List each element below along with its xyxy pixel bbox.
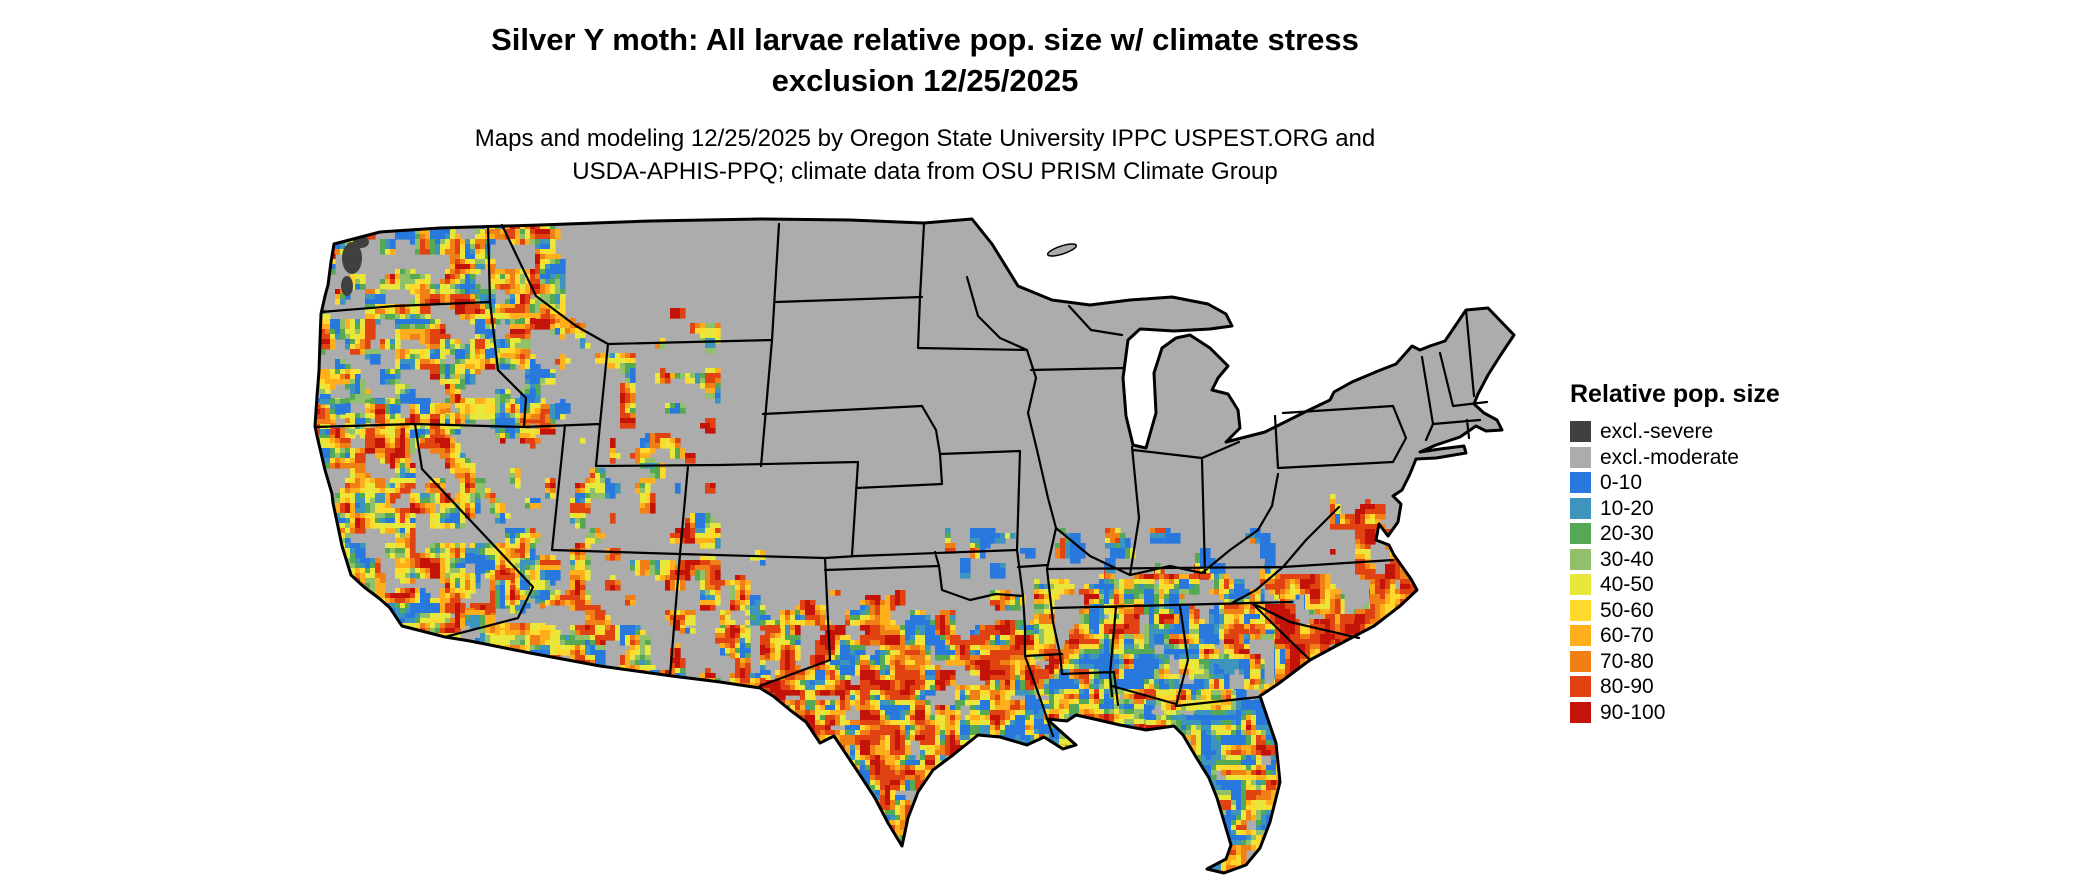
legend-swatch bbox=[1570, 548, 1591, 570]
legend-label: 60-70 bbox=[1600, 624, 1654, 648]
legend-item: 90-100 bbox=[1570, 700, 1780, 726]
legend-item: 0-10 bbox=[1570, 470, 1780, 496]
map-area bbox=[290, 198, 1540, 888]
legend-label: 10-20 bbox=[1600, 496, 1654, 520]
figure-subtitle-line2: USDA-APHIS-PPQ; climate data from OSU PR… bbox=[572, 158, 1278, 186]
legend-swatch bbox=[1570, 676, 1591, 698]
legend-label: 80-90 bbox=[1600, 675, 1654, 699]
legend-item: 30-40 bbox=[1570, 547, 1780, 573]
severe-exclusion-region bbox=[341, 236, 369, 296]
legend-item: 70-80 bbox=[1570, 649, 1780, 675]
legend-swatch bbox=[1570, 599, 1591, 621]
legend-label: 0-10 bbox=[1600, 471, 1643, 495]
legend-item: 50-60 bbox=[1570, 598, 1780, 624]
figure-title: Silver Y moth: All larvae relative pop. … bbox=[375, 20, 1475, 102]
legend-item: 10-20 bbox=[1570, 496, 1780, 522]
legend-item: excl.-moderate bbox=[1570, 445, 1780, 471]
legend-swatch bbox=[1570, 650, 1591, 672]
legend-items: excl.-severe excl.-moderate 0-10 10-20 20-30… bbox=[1570, 419, 1780, 725]
legend-label: 90-100 bbox=[1600, 700, 1666, 724]
legend-label: 30-40 bbox=[1600, 547, 1654, 571]
us-map bbox=[313, 217, 1516, 875]
legend-label: 40-50 bbox=[1600, 573, 1654, 597]
legend-swatch bbox=[1570, 421, 1591, 443]
legend-item: 60-70 bbox=[1570, 623, 1780, 649]
figure-title-line1: Silver Y moth: All larvae relative pop. … bbox=[491, 22, 1359, 57]
isle-royale-island bbox=[1046, 243, 1078, 257]
state-borders bbox=[313, 222, 1489, 738]
legend-swatch bbox=[1570, 523, 1591, 545]
legend-swatch bbox=[1570, 625, 1591, 647]
legend-title: Relative pop. size bbox=[1570, 380, 1780, 408]
severe-blob bbox=[341, 276, 353, 296]
legend-label: excl.-severe bbox=[1600, 420, 1714, 444]
legend-label: 20-30 bbox=[1600, 522, 1654, 546]
legend-label: 50-60 bbox=[1600, 598, 1654, 622]
figure-subtitle: Maps and modeling 12/25/2025 by Oregon S… bbox=[375, 122, 1475, 188]
legend-item: 80-90 bbox=[1570, 674, 1780, 700]
legend: Relative pop. size excl.-severe excl.-mod… bbox=[1570, 380, 1780, 725]
legend-label: 70-80 bbox=[1600, 649, 1654, 673]
legend-swatch bbox=[1570, 701, 1591, 723]
legend-item: 40-50 bbox=[1570, 572, 1780, 598]
legend-swatch bbox=[1570, 497, 1591, 519]
severe-blob bbox=[342, 242, 362, 274]
legend-item: excl.-severe bbox=[1570, 419, 1780, 445]
legend-swatch bbox=[1570, 446, 1591, 468]
legend-label: excl.-moderate bbox=[1600, 445, 1739, 469]
legend-swatch bbox=[1570, 574, 1591, 596]
figure-title-line2: exclusion 12/25/2025 bbox=[771, 62, 1079, 98]
legend-item: 20-30 bbox=[1570, 521, 1780, 547]
legend-swatch bbox=[1570, 472, 1591, 494]
figure-subtitle-line1: Maps and modeling 12/25/2025 by Oregon S… bbox=[474, 125, 1376, 152]
